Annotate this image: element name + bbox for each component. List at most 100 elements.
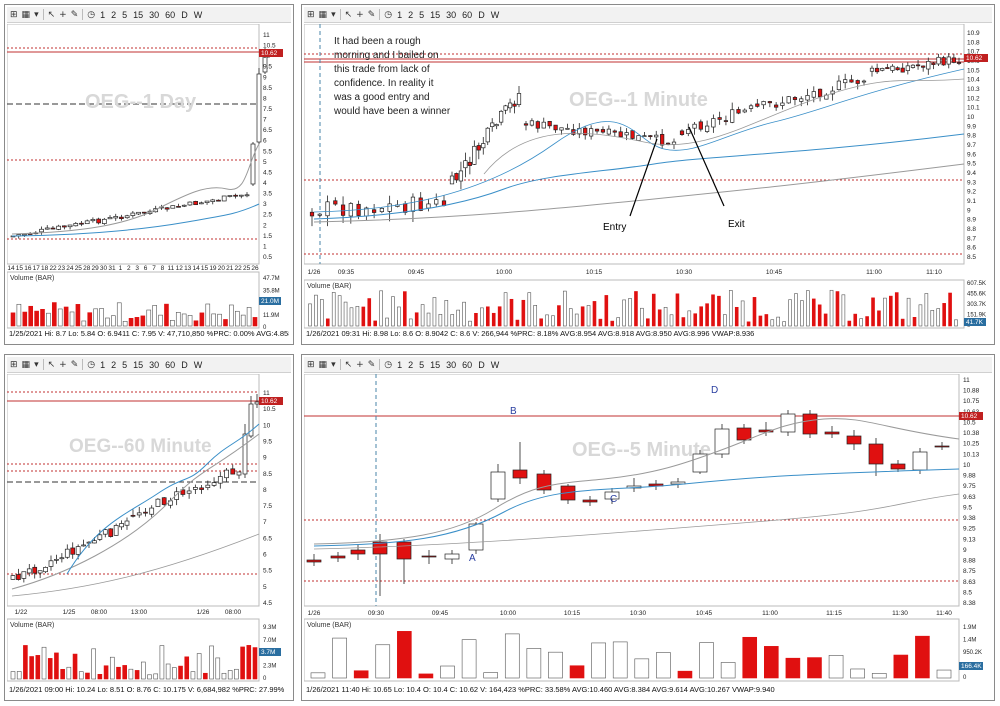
interval-week-button[interactable]: W bbox=[193, 9, 203, 20]
interval-1-button[interactable]: 1 bbox=[100, 359, 106, 370]
interval-5-button[interactable]: 5 bbox=[419, 359, 425, 370]
price-tick-label: 4.5 bbox=[263, 600, 272, 607]
crosshair-icon[interactable]: ⊞ bbox=[307, 9, 315, 20]
interval-60-button[interactable]: 60 bbox=[165, 9, 176, 20]
interval-week-button[interactable]: W bbox=[490, 359, 500, 370]
cursor-icon[interactable]: ↖ bbox=[47, 9, 56, 20]
candle-up bbox=[155, 498, 161, 507]
candle-up bbox=[39, 228, 44, 233]
price-chart-5-minute[interactable]: OEG--5 Minute A B C D 1110.8810.7510.631… bbox=[304, 374, 994, 686]
chart-window-5-minute[interactable]: ⊞ ▦ ▾ ↖ + ✎ ◷ 1 2 5 15 30 60 D W OEG--5 … bbox=[301, 354, 995, 701]
crosshair-tool-icon[interactable]: + bbox=[356, 9, 364, 20]
price-chart-1-day[interactable]: OEG--1 Day 1110.5109.598.587.576.565.554… bbox=[7, 24, 293, 334]
price-tick-label: 1.5 bbox=[263, 233, 272, 240]
volume-bar bbox=[545, 314, 549, 327]
interval-day-button[interactable]: D bbox=[181, 359, 188, 370]
chart-type-icon[interactable]: ▦ bbox=[318, 359, 328, 370]
pencil-icon[interactable]: ✎ bbox=[367, 9, 376, 20]
clock-icon[interactable]: ◷ bbox=[87, 9, 96, 20]
chart-type-icon[interactable]: ▦ bbox=[21, 359, 31, 370]
annotation-line: morning and I bailed on bbox=[334, 50, 439, 61]
dropdown-icon[interactable]: ▾ bbox=[331, 9, 336, 20]
interval-week-button[interactable]: W bbox=[193, 359, 203, 370]
interval-30-button[interactable]: 30 bbox=[149, 9, 160, 20]
clock-icon[interactable]: ◷ bbox=[384, 359, 393, 370]
interval-5-button[interactable]: 5 bbox=[122, 359, 128, 370]
chart-type-icon[interactable]: ▦ bbox=[21, 9, 31, 20]
interval-2-button[interactable]: 2 bbox=[408, 359, 414, 370]
candle-down bbox=[306, 559, 322, 563]
clock-icon[interactable]: ◷ bbox=[384, 9, 393, 20]
volume-tick-label: 0 bbox=[263, 676, 267, 682]
price-tick-label: 10 bbox=[963, 462, 971, 469]
chart-window-60-minute[interactable]: ⊞ ▦ ▾ ↖ + ✎ ◷ 1 2 5 15 30 60 D W OEG--60… bbox=[4, 354, 294, 701]
crosshair-tool-icon[interactable]: + bbox=[356, 359, 364, 370]
interval-day-button[interactable]: D bbox=[478, 9, 485, 20]
crosshair-tool-icon[interactable]: + bbox=[59, 9, 67, 20]
chart-window-1-minute[interactable]: ⊞ ▦ ▾ ↖ + ✎ ◷ 1 2 5 15 30 60 D W OEG--1 … bbox=[301, 4, 995, 345]
interval-day-button[interactable]: D bbox=[478, 359, 485, 370]
candle-down bbox=[143, 511, 148, 514]
candle-up bbox=[426, 203, 431, 209]
interval-30-button[interactable]: 30 bbox=[446, 9, 457, 20]
volume-bar bbox=[723, 314, 727, 327]
candle-up bbox=[946, 56, 951, 65]
crosshair-icon[interactable]: ⊞ bbox=[10, 9, 18, 20]
crosshair-tool-icon[interactable]: + bbox=[59, 359, 67, 370]
cursor-icon[interactable]: ↖ bbox=[344, 359, 353, 370]
clock-icon[interactable]: ◷ bbox=[87, 359, 96, 370]
price-chart-60-minute[interactable]: OEG--60 Minute 11 10.5 10 9.5 9 8.5 8 7.5 7 6.5 6 5… bbox=[7, 374, 293, 686]
dropdown-icon[interactable]: ▾ bbox=[331, 359, 336, 370]
interval-1-button[interactable]: 1 bbox=[397, 9, 403, 20]
volume-bar bbox=[99, 308, 104, 327]
pencil-icon[interactable]: ✎ bbox=[70, 9, 79, 20]
pencil-icon[interactable]: ✎ bbox=[70, 359, 79, 370]
volume-bar bbox=[128, 318, 134, 327]
interval-1-button[interactable]: 1 bbox=[100, 9, 106, 20]
crosshair-icon[interactable]: ⊞ bbox=[307, 359, 315, 370]
interval-30-button[interactable]: 30 bbox=[149, 359, 160, 370]
volume-bar bbox=[54, 652, 59, 680]
candle-down bbox=[767, 101, 772, 104]
chart-window-1-day[interactable]: ⊞ ▦ ▾ ↖ + ✎ ◷ 1 2 5 15 30 60 D W OEG--1 … bbox=[4, 4, 294, 345]
candle-down bbox=[792, 97, 798, 100]
interval-5-button[interactable]: 5 bbox=[122, 9, 128, 20]
interval-15-button[interactable]: 15 bbox=[133, 9, 144, 20]
volume-bar bbox=[693, 313, 698, 327]
price-chart-1-minute[interactable]: OEG--1 Minute It had been a rough morning… bbox=[304, 24, 994, 334]
candle-down bbox=[476, 145, 481, 151]
interval-2-button[interactable]: 2 bbox=[111, 359, 117, 370]
interval-15-button[interactable]: 15 bbox=[133, 359, 144, 370]
candle-up bbox=[256, 73, 262, 143]
interval-2-button[interactable]: 2 bbox=[111, 9, 117, 20]
price-tick-label: 10.5 bbox=[963, 419, 976, 426]
interval-day-button[interactable]: D bbox=[181, 9, 188, 20]
chart-type-icon[interactable]: ▦ bbox=[318, 9, 328, 20]
volume-bar bbox=[717, 295, 721, 327]
volume-bar bbox=[134, 670, 140, 680]
interval-30-button[interactable]: 30 bbox=[446, 359, 457, 370]
interval-15-button[interactable]: 15 bbox=[430, 359, 441, 370]
interval-15-button[interactable]: 15 bbox=[430, 9, 441, 20]
crosshair-icon[interactable]: ⊞ bbox=[10, 359, 18, 370]
interval-5-button[interactable]: 5 bbox=[419, 9, 425, 20]
interval-2-button[interactable]: 2 bbox=[408, 9, 414, 20]
pencil-icon[interactable]: ✎ bbox=[367, 359, 376, 370]
interval-60-button[interactable]: 60 bbox=[165, 359, 176, 370]
interval-week-button[interactable]: W bbox=[490, 9, 500, 20]
interval-60-button[interactable]: 60 bbox=[462, 359, 473, 370]
interval-1-button[interactable]: 1 bbox=[397, 359, 403, 370]
date-start-label: 1/26 bbox=[308, 269, 321, 276]
price-tick-label: 10.2 bbox=[967, 95, 980, 102]
volume-bar bbox=[924, 293, 929, 327]
cursor-icon[interactable]: ↖ bbox=[47, 359, 56, 370]
volume-bar bbox=[728, 290, 733, 327]
dropdown-icon[interactable]: ▾ bbox=[34, 9, 39, 20]
candle-down bbox=[130, 514, 136, 517]
price-tick-label: 11 bbox=[263, 390, 270, 397]
candle-up bbox=[494, 124, 499, 127]
candle-up bbox=[761, 101, 766, 106]
dropdown-icon[interactable]: ▾ bbox=[34, 359, 39, 370]
cursor-icon[interactable]: ↖ bbox=[344, 9, 353, 20]
interval-60-button[interactable]: 60 bbox=[462, 9, 473, 20]
